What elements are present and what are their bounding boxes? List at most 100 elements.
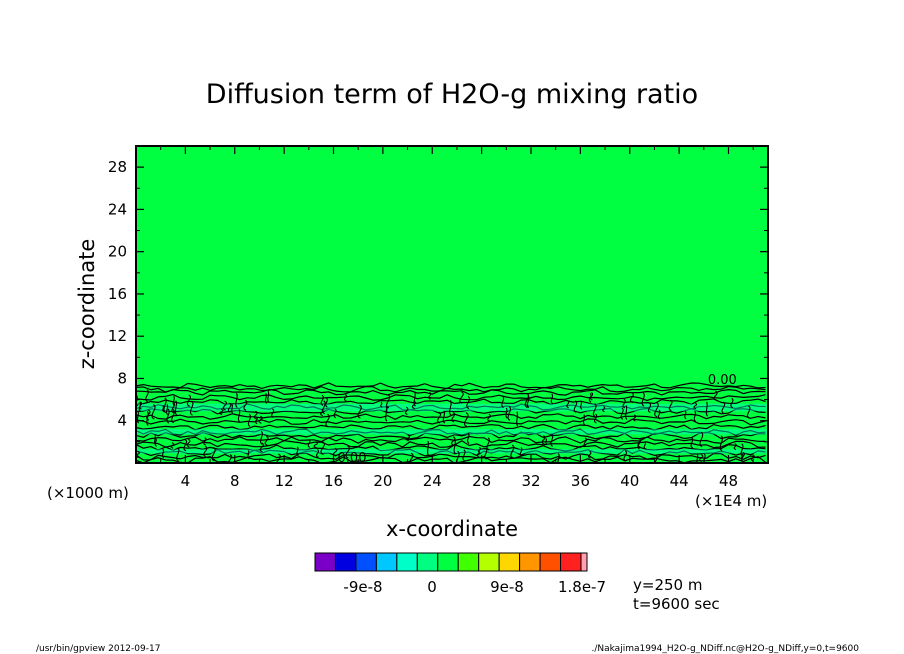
contour-cell <box>154 433 157 445</box>
contour-cell <box>428 391 432 400</box>
x-axis-label: x-coordinate <box>386 517 518 541</box>
contour-cell <box>573 400 578 413</box>
contour-cell <box>405 434 411 442</box>
contour-cell <box>629 392 634 404</box>
contour-label: 0.00 <box>708 373 737 388</box>
x-tick-label: 36 <box>571 472 590 490</box>
contour-cell <box>203 445 208 458</box>
x-tick-label: 24 <box>423 472 442 490</box>
contour-cell <box>459 391 464 404</box>
contour-cell <box>186 394 191 407</box>
contour-cell <box>146 410 149 426</box>
contour-cell <box>524 392 529 409</box>
contour-line <box>136 388 766 396</box>
contour-cell <box>719 435 723 452</box>
contour-cell <box>345 445 350 459</box>
contour-cell <box>602 406 606 413</box>
contour-line <box>136 418 766 426</box>
contour-cell <box>622 398 626 409</box>
contour-cell <box>296 446 299 457</box>
colorbar-label: 0 <box>427 578 437 596</box>
colorbar-label: 9e-8 <box>490 578 524 596</box>
contour-cell <box>189 400 194 416</box>
contour-cell <box>316 449 320 458</box>
colorbar-swatch <box>375 552 398 572</box>
contour-cell <box>632 414 637 422</box>
contour-cell <box>750 454 755 462</box>
contour-cell <box>637 440 641 450</box>
contour-cell <box>271 408 275 418</box>
contour-cell <box>557 453 560 463</box>
contour-cell <box>462 449 466 462</box>
y-tick-label: 20 <box>108 243 127 261</box>
contour-cell <box>170 442 175 449</box>
contour-cell <box>211 447 216 462</box>
contour-cell <box>235 392 238 408</box>
y-tick-label: 16 <box>108 285 127 303</box>
colorbar-swatch <box>416 552 439 572</box>
contour-cell <box>343 393 348 402</box>
contour-cell <box>136 450 140 459</box>
contour-cell <box>746 405 751 419</box>
contour-cell <box>583 437 588 447</box>
contour-cell <box>322 400 326 415</box>
x-tick-label: 12 <box>275 472 294 490</box>
contour-cell <box>171 408 175 424</box>
contour-cell <box>413 391 416 407</box>
contour-line <box>136 435 766 444</box>
contour-cell <box>696 453 699 463</box>
contour-cell <box>325 397 328 408</box>
contour-cell <box>699 431 704 448</box>
colorbar-tick-labels: -9e-8 0 9e-8 1.8e-7 <box>343 578 606 596</box>
contour-cell <box>484 447 488 460</box>
contour-band <box>136 449 768 454</box>
contour-cell <box>154 437 157 447</box>
contour-line <box>136 382 766 390</box>
contour-cell <box>174 400 178 416</box>
contour-cell <box>730 397 734 409</box>
contour-cell <box>171 401 176 414</box>
contour-cell <box>580 400 583 410</box>
contour-cell <box>380 401 383 408</box>
contour-cell <box>253 410 258 420</box>
contour-cell <box>151 404 156 420</box>
contour-line <box>136 407 766 415</box>
contour-cell <box>713 390 718 401</box>
contour-cell <box>222 400 227 411</box>
contour-line <box>136 448 766 457</box>
contour-cell <box>550 393 554 405</box>
contour-cell <box>176 447 180 462</box>
contour-cell <box>507 406 511 421</box>
contour-cell <box>357 404 362 419</box>
contour-cell <box>320 441 325 456</box>
contour-cell <box>641 392 645 407</box>
contour-cell <box>162 405 165 413</box>
contour-line <box>136 455 766 463</box>
contour-cell <box>593 413 598 424</box>
contour-cell <box>219 408 224 416</box>
contour-cell <box>721 401 726 415</box>
contour-cell <box>165 404 169 416</box>
contour-cell <box>668 399 673 412</box>
x-tick-label: 8 <box>230 472 240 490</box>
contour-cell <box>647 402 652 413</box>
contour-lines <box>136 382 768 463</box>
contour-cell <box>449 399 452 416</box>
contour-cell <box>247 413 251 428</box>
contour-line <box>136 431 766 440</box>
contour-cell <box>510 444 515 459</box>
colorbar-label: 1.8e-7 <box>558 578 606 596</box>
colorbar-swatch <box>314 552 336 572</box>
contour-line <box>136 403 766 411</box>
contour-cell <box>320 394 324 406</box>
colorbar-swatch <box>560 552 582 572</box>
y-tick-label: 24 <box>108 200 127 218</box>
footer-right: ./Nakajima1994_H2O-g_NDiff.nc@H2O-g_NDif… <box>591 644 859 654</box>
contour-cell <box>587 450 592 459</box>
t-value-annotation: t=9600 sec <box>633 595 720 613</box>
contour-cell <box>145 389 149 403</box>
x-tick-label: 4 <box>181 472 191 490</box>
contour-cell <box>698 453 704 463</box>
contour-cell <box>501 395 505 409</box>
colorbar-swatch <box>457 552 480 572</box>
